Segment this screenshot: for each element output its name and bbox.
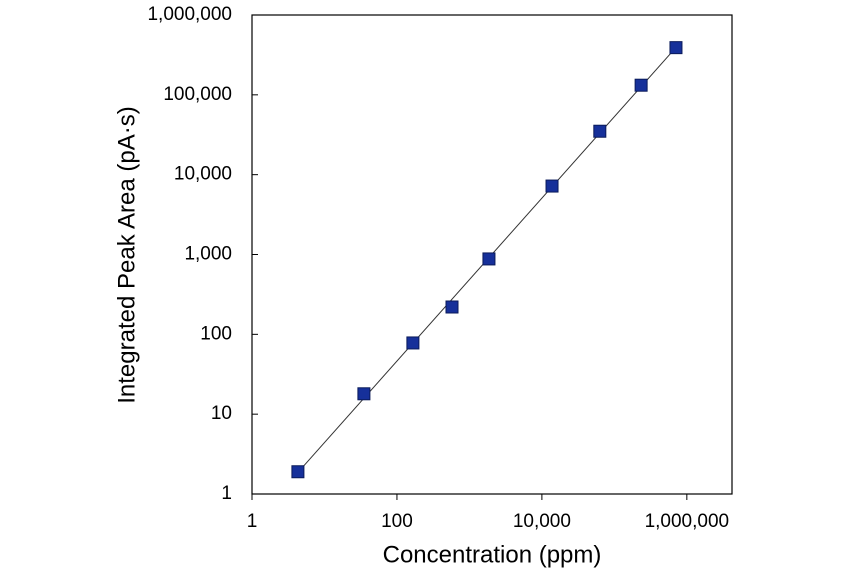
data-point xyxy=(545,179,559,193)
x-tick-label: 1,000,000 xyxy=(645,511,730,532)
y-tick-label: 10,000 xyxy=(174,164,232,185)
y-tick-label: 1,000 xyxy=(184,244,232,265)
x-tick-label: 1 xyxy=(247,511,258,532)
data-point xyxy=(406,336,420,350)
x-tick-label: 100 xyxy=(381,511,413,532)
data-point xyxy=(291,465,305,479)
data-point xyxy=(482,252,496,266)
y-tick-label: 10 xyxy=(211,403,232,424)
y-tick-label: 1,000,000 xyxy=(147,4,232,25)
data-point xyxy=(634,78,648,92)
data-point xyxy=(357,387,371,401)
data-point xyxy=(669,41,683,55)
y-axis-title: Integrated Peak Area (pA·s) xyxy=(113,106,140,404)
data-point xyxy=(593,124,607,138)
data-point xyxy=(445,300,459,314)
x-tick-label: 10,000 xyxy=(513,511,571,532)
y-tick-label: 100,000 xyxy=(163,84,232,105)
y-tick-label: 100 xyxy=(200,323,232,344)
y-tick-label: 1 xyxy=(221,483,232,504)
x-axis-title: Concentration (ppm) xyxy=(383,541,602,568)
